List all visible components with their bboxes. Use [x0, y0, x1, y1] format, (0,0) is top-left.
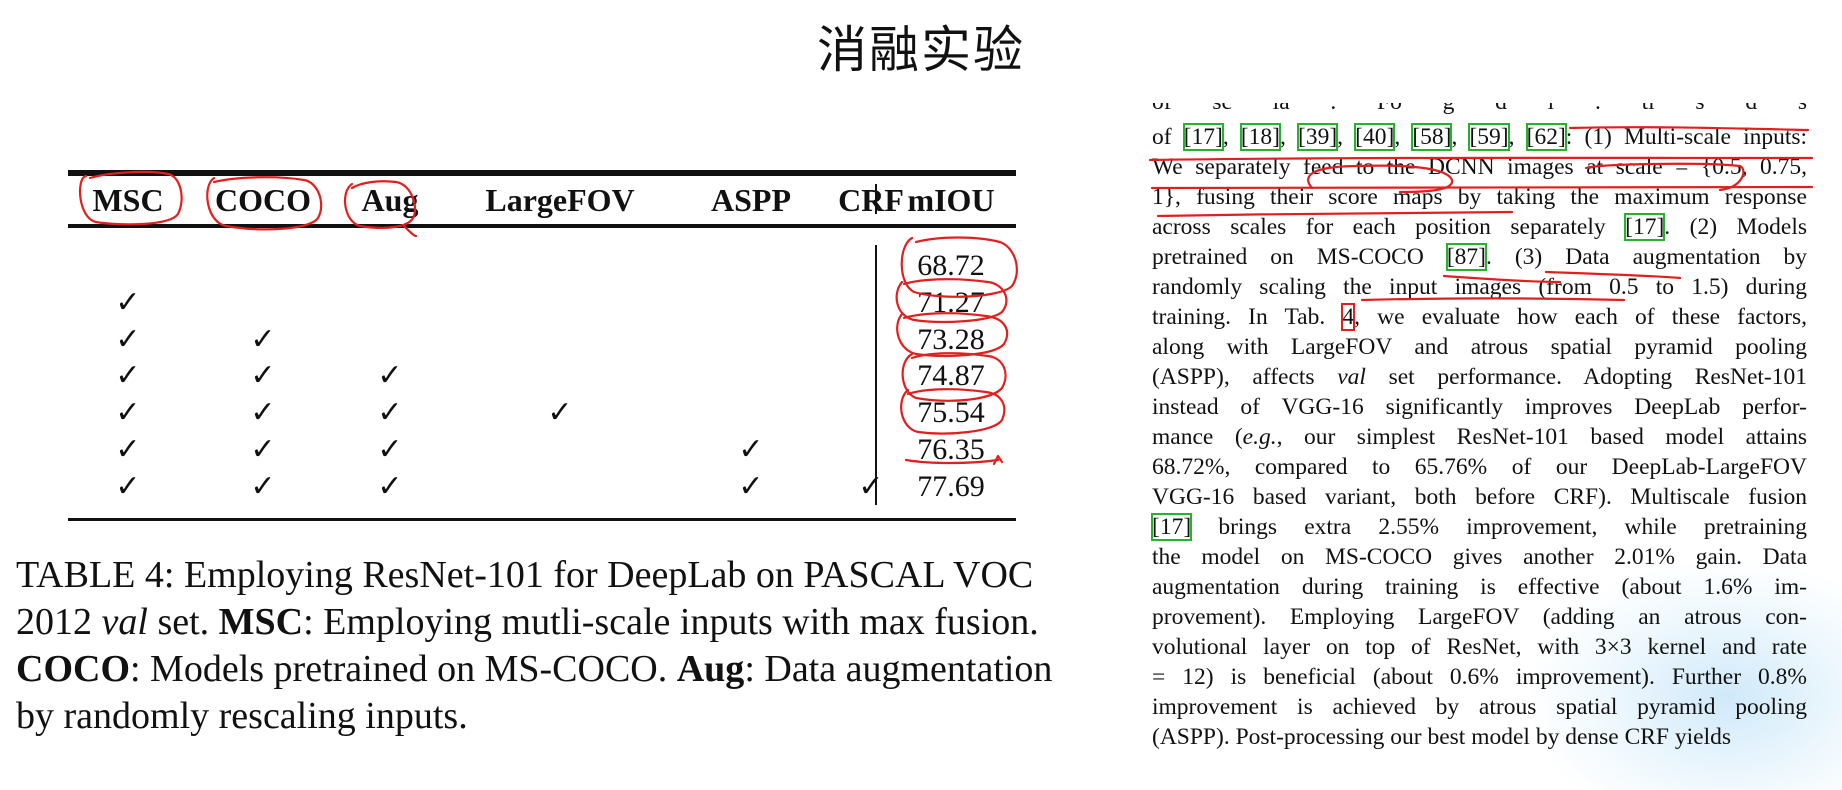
table-row: ✓ ✓ ✓ 74.87: [68, 358, 1016, 394]
paragraph-line-13: VGG-16 based variant, both before CRF). …: [1152, 484, 1807, 510]
miou-value: 75.54: [917, 396, 985, 430]
header-msc: MSC: [92, 182, 164, 218]
check-mark: ✓: [547, 395, 573, 431]
header-crf: CRF: [838, 182, 904, 218]
caption-val: val: [101, 601, 148, 643]
table-bottom-rule: [68, 518, 1016, 521]
paragraph-line-10: instead of VGG-16 significantly improves…: [1152, 394, 1807, 420]
citation-link[interactable]: [62]: [1525, 123, 1567, 151]
paragraph-line-11: mance (e.g., our simplest ResNet-101 bas…: [1152, 424, 1807, 450]
check-mark: ✓: [377, 395, 403, 431]
paragraph-line-20: improvement is achieved by atrous spatia…: [1152, 694, 1807, 720]
column-divider: [875, 184, 877, 214]
citation-link[interactable]: [39]: [1297, 123, 1339, 151]
paragraph-line-8: along with LargeFOV and atrous spatial p…: [1152, 334, 1807, 360]
check-mark: ✓: [250, 468, 276, 504]
table-caption: TABLE 4: Employing ResNet-101 for DeepLa…: [16, 552, 1076, 740]
header-aug: Aug: [361, 182, 419, 218]
paragraph-line-19: = 12) is beneficial (about 0.6% improvem…: [1152, 664, 1807, 690]
caption-msc-text: : Employing mutli-scale inputs with max …: [303, 601, 1049, 643]
paper-paragraph: of sc la . Fo g d l . ti s d s of [17], …: [1150, 103, 1808, 752]
caption-prefix: TABLE 4: Employing ResNet-101 for DeepLa…: [16, 554, 1043, 643]
caption-coco-text: : Models pretrained on MS-COCO.: [130, 648, 677, 690]
paragraph-line-4: across scales for each position separate…: [1152, 213, 1808, 241]
citation-link[interactable]: [59]: [1468, 123, 1510, 151]
paragraph-line-3: 1}, fusing their score maps by taking th…: [1152, 184, 1807, 210]
citation-link[interactable]: [17]: [1624, 213, 1666, 241]
column-divider: [875, 245, 877, 505]
paragraph-line-5: pretrained on MS-COCO [87]. (3) Data aug…: [1152, 243, 1807, 271]
paragraph-line-6: randomly scaling the input images (from …: [1152, 274, 1807, 300]
check-mark: ✓: [738, 432, 764, 467]
check-mark: ✓: [250, 395, 276, 431]
check-mark: ✓: [115, 395, 141, 431]
miou-value: 68.72: [917, 249, 985, 282]
table-header-rule: [68, 224, 1016, 228]
caption-aug-text: : Data augmentation by randomly rescalin…: [16, 648, 1062, 737]
check-mark: ✓: [377, 358, 403, 394]
header-largefov: LargeFOV: [485, 182, 635, 218]
table-row: ✓ ✓ 73.28: [68, 322, 1016, 358]
paragraph-line-14: [17] brings extra 2.55% improvement, whi…: [1150, 513, 1807, 541]
caption-msc-label: MSC: [218, 601, 304, 643]
table-row: ✓ ✓ ✓ ✓ 75.54: [68, 395, 1016, 431]
paragraph-line-18: volutional layer on top of ResNet, with …: [1152, 634, 1807, 660]
paragraph-line-7: training. In Tab. 4, we evaluate how eac…: [1152, 303, 1807, 331]
miou-value: 73.28: [917, 322, 985, 356]
check-mark: ✓: [115, 284, 141, 320]
citation-link[interactable]: [87]: [1445, 243, 1487, 271]
citation-link[interactable]: [18]: [1239, 123, 1282, 151]
citation-link[interactable]: [17]: [1182, 123, 1224, 151]
header-miou: mIOU: [907, 182, 995, 218]
check-mark: ✓: [115, 468, 141, 504]
paragraph-line-21: (ASPP). Post-processing our best model b…: [1152, 724, 1732, 750]
table-row: 68.72: [68, 248, 1016, 284]
paragraph-line-17: provement). Employing LargeFOV (adding a…: [1152, 604, 1807, 630]
paragraph-line-1: of [17], [18], [39], [40], [58], [59], […: [1152, 123, 1808, 151]
citation-link[interactable]: [17]: [1150, 513, 1193, 541]
paragraph-line-15: the model on MS-COCO gives another 2.01%…: [1152, 544, 1807, 570]
slide-title: 消融实验: [817, 21, 1025, 79]
citation-link[interactable]: [58]: [1411, 123, 1453, 151]
check-mark: ✓: [377, 432, 403, 467]
header-aspp: ASPP: [711, 182, 791, 218]
check-mark: ✓: [738, 468, 764, 504]
citation-link[interactable]: [40]: [1354, 123, 1396, 151]
check-mark: ✓: [250, 321, 276, 357]
check-mark: ✓: [115, 432, 141, 467]
miou-value: 77.69: [917, 469, 985, 503]
results-table: MSC COCO Aug LargeFOV ASPP CRF mIOU 68.7…: [68, 170, 1016, 525]
caption-coco-label: COCO: [16, 648, 130, 690]
miou-value: 76.35: [917, 433, 985, 466]
table-ref-link[interactable]: 4: [1341, 303, 1356, 331]
miou-value: 71.27: [917, 285, 985, 319]
check-mark: ✓: [250, 432, 276, 467]
table-top-rule: [68, 170, 1016, 176]
caption-aug-label: Aug: [676, 648, 745, 690]
check-mark: ✓: [858, 468, 884, 504]
table-row: ✓ ✓ ✓ ✓ ✓ 77.69: [68, 469, 1016, 505]
paragraph-line-9: (ASPP), affects val set performance. Ado…: [1152, 364, 1807, 390]
check-mark: ✓: [115, 321, 141, 357]
miou-value: 74.87: [917, 359, 985, 393]
table-row: ✓ ✓ ✓ ✓ 76.35: [68, 432, 1016, 468]
paragraph-line-cut: of sc la . Fo g d l . ti s d s: [1152, 103, 1807, 125]
paragraph-line-2: We separately feed to the DCNN images at…: [1152, 154, 1807, 180]
check-mark: ✓: [115, 358, 141, 394]
paragraph-line-16: augmentation during training is effectiv…: [1152, 574, 1807, 600]
check-mark: ✓: [250, 358, 276, 394]
caption-after-val: set.: [147, 601, 219, 643]
header-coco: COCO: [215, 182, 311, 218]
check-mark: ✓: [377, 468, 403, 504]
table-row: ✓ 71.27: [68, 285, 1016, 321]
paragraph-line-12: 68.72%, compared to 65.76% of our DeepLa…: [1152, 454, 1807, 480]
